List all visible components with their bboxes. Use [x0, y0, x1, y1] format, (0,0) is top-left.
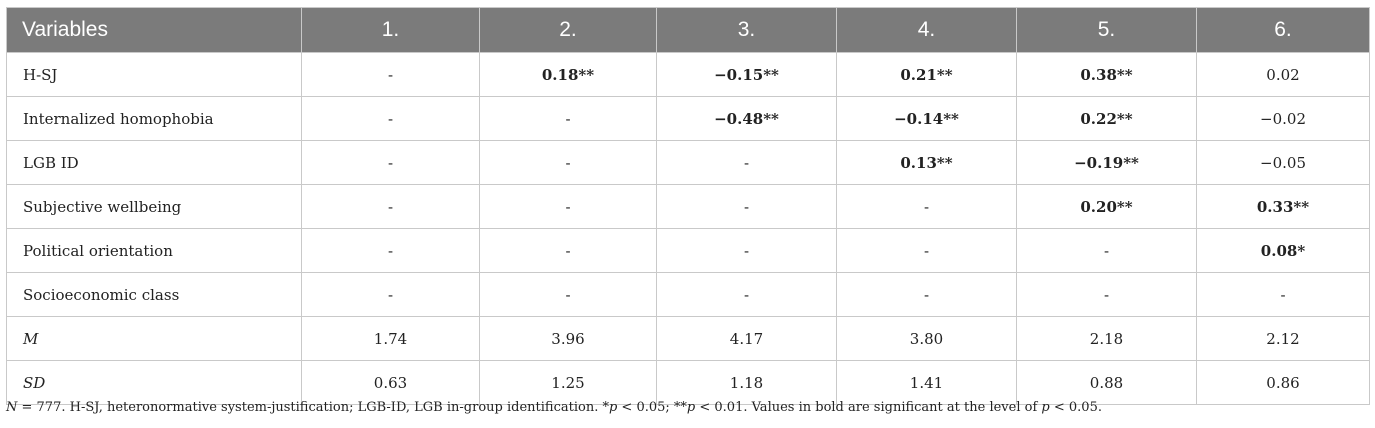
table-cell: 0.22**	[1016, 96, 1197, 141]
table-cell: 0.13**	[836, 140, 1017, 185]
table-cell: -	[479, 272, 657, 317]
table-cell: -	[836, 272, 1017, 317]
table-cell: -	[301, 52, 480, 97]
table-cell: -	[656, 228, 837, 273]
table-cell: −0.15**	[656, 52, 837, 97]
table-row: H-SJ -0.18** −0.15** 0.21** 0.38** 0.02	[6, 52, 1370, 97]
row-label: Political orientation	[6, 228, 302, 273]
table-cell: -	[836, 228, 1017, 273]
table-cell: -	[1196, 272, 1370, 317]
table-row: LGB ID - - -0.13** −0.19** −0.05	[6, 140, 1370, 185]
table-row: Political orientation - - - - -0.08*	[6, 228, 1370, 273]
table-cell: 2.18	[1016, 316, 1197, 361]
table-cell: −0.02	[1196, 96, 1370, 141]
table-cell: -	[479, 140, 657, 185]
table-cell: 0.20**	[1016, 184, 1197, 229]
table-cell: 0.63	[301, 360, 480, 405]
table-cell: -	[301, 184, 480, 229]
header-col-4: 4.	[836, 7, 1017, 53]
table-row: Socioeconomic class - - - - - -	[6, 272, 1370, 317]
table-cell: 0.21**	[836, 52, 1017, 97]
header-col-2: 2.	[479, 7, 657, 53]
table-cell: -	[301, 272, 480, 317]
table-cell: 0.33**	[1196, 184, 1370, 229]
table-cell: 0.86	[1196, 360, 1370, 405]
table-row: Internalized homophobia - - −0.48** −0.14** 0…	[6, 96, 1370, 141]
header-row: Variables 1. 2. 3. 4. 5. 6.	[6, 7, 1370, 53]
table-cell: −0.48**	[656, 96, 837, 141]
table-cell: -	[836, 184, 1017, 229]
table-cell: 0.38**	[1016, 52, 1197, 97]
table-cell: 0.08*	[1196, 228, 1370, 273]
table-cell: -	[301, 96, 480, 141]
table-cell: 0.88	[1016, 360, 1197, 405]
row-label: M	[6, 316, 302, 361]
header-variables: Variables	[6, 7, 302, 53]
table-cell: -	[656, 184, 837, 229]
table-cell: -	[1016, 272, 1197, 317]
table-cell: 1.74	[301, 316, 480, 361]
header-col-6: 6.	[1196, 7, 1370, 53]
correlation-table: Variables 1. 2. 3. 4. 5. 6. H-SJ -0.18** −…	[6, 7, 1370, 405]
row-label: Subjective wellbeing	[6, 184, 302, 229]
table-cell: −0.14**	[836, 96, 1017, 141]
table-cell: 3.80	[836, 316, 1017, 361]
table-cell: -	[479, 184, 657, 229]
table-cell: 1.41	[836, 360, 1017, 405]
table-row: M 1.74 3.96 4.17 3.80 2.18 2.12	[6, 316, 1370, 361]
table-cell: −0.19**	[1016, 140, 1197, 185]
table-cell: -	[301, 228, 480, 273]
table-cell: -	[656, 140, 837, 185]
table-cell: -	[479, 228, 657, 273]
row-label: Internalized homophobia	[6, 96, 302, 141]
header-col-1: 1.	[301, 7, 480, 53]
header-col-5: 5.	[1016, 7, 1197, 53]
table-cell: 1.25	[479, 360, 657, 405]
table-cell: 2.12	[1196, 316, 1370, 361]
table-cell: −0.05	[1196, 140, 1370, 185]
table-cell: -	[479, 96, 657, 141]
row-label: H-SJ	[6, 52, 302, 97]
table-cell: -	[301, 140, 480, 185]
table-cell: 0.18**	[479, 52, 657, 97]
table-cell: 4.17	[656, 316, 837, 361]
table-cell: 0.02	[1196, 52, 1370, 97]
table-row: SD 0.63 1.25 1.18 1.41 0.88 0.86	[6, 360, 1370, 405]
row-label: Socioeconomic class	[6, 272, 302, 317]
table-row: Subjective wellbeing - - - -0.20** 0.33**	[6, 184, 1370, 229]
table-cell: 1.18	[656, 360, 837, 405]
header-col-3: 3.	[656, 7, 837, 53]
table-note: N = 777. H-SJ, heteronormative system-ju…	[6, 400, 1102, 415]
row-label: LGB ID	[6, 140, 302, 185]
table-cell: -	[656, 272, 837, 317]
row-label: SD	[6, 360, 302, 405]
table-cell: 3.96	[479, 316, 657, 361]
table-cell: -	[1016, 228, 1197, 273]
